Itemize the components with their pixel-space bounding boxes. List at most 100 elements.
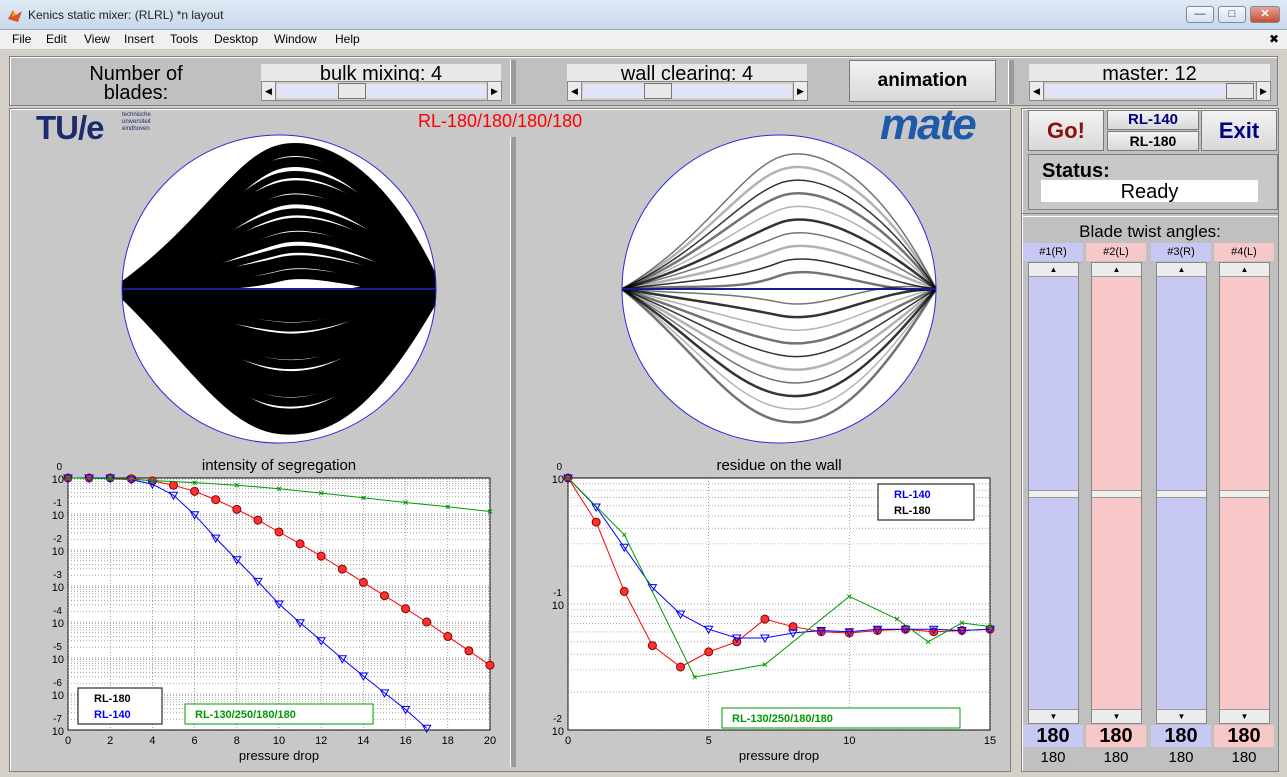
data-point xyxy=(379,689,390,698)
x-axis-label: pressure drop xyxy=(239,748,319,763)
slider-left-icon[interactable]: ◀ xyxy=(262,82,276,100)
slider-down-icon[interactable]: ▼ xyxy=(1092,709,1141,723)
slider-thumb[interactable] xyxy=(1220,490,1269,498)
blade-label: #3(R) xyxy=(1151,243,1211,261)
data-point xyxy=(358,672,369,682)
data-point xyxy=(894,616,900,622)
data-point xyxy=(591,517,601,527)
slider-left-icon[interactable]: ◀ xyxy=(568,82,582,100)
data-point xyxy=(190,486,200,496)
slider-right-icon[interactable]: ▶ xyxy=(487,82,501,100)
maximize-button[interactable]: □ xyxy=(1218,6,1246,23)
slider-right-icon[interactable]: ▶ xyxy=(1256,82,1270,100)
blade-twist-slider[interactable]: ▲ ▼ xyxy=(1219,262,1270,724)
slider-up-icon[interactable]: ▲ xyxy=(1220,263,1269,277)
slider-left-icon[interactable]: ◀ xyxy=(1030,82,1044,100)
data-point xyxy=(150,478,155,483)
blade-twist-slider[interactable]: ▲ ▼ xyxy=(1156,262,1207,724)
animation-button[interactable]: animation xyxy=(849,60,996,102)
blade-angle-value: 180 xyxy=(1151,725,1211,747)
window-title: Kenics static mixer: (RLRL) *n layout xyxy=(28,8,224,22)
menu-file[interactable]: File xyxy=(12,32,32,46)
wall-clearing-slider[interactable]: ◀ ▶ xyxy=(567,81,808,101)
menu-edit[interactable]: Edit xyxy=(46,32,67,46)
slider-up-icon[interactable]: ▲ xyxy=(1157,263,1206,277)
rl140-button[interactable]: RL-140 xyxy=(1107,110,1199,130)
y-tick-exponent: -6 xyxy=(53,678,62,689)
tue-logo-text: TU/e xyxy=(36,109,105,146)
legend xyxy=(77,687,163,725)
blade-twist-slider[interactable]: ▲ ▼ xyxy=(1091,262,1142,724)
data-point xyxy=(443,631,453,641)
data-point xyxy=(295,539,305,549)
slider-thumb[interactable] xyxy=(338,83,366,99)
menu-tools[interactable]: Tools xyxy=(170,32,199,46)
data-point xyxy=(274,527,284,537)
data-point xyxy=(231,556,242,565)
menu-desktop[interactable]: Desktop xyxy=(214,32,259,46)
slider-down-icon[interactable]: ▼ xyxy=(1220,709,1269,723)
slider-up-icon[interactable]: ▲ xyxy=(1092,263,1141,277)
legend-green xyxy=(184,703,374,725)
go-button[interactable]: Go! xyxy=(1028,110,1104,151)
y-tick-exponent: 0 xyxy=(556,462,562,473)
close-button[interactable]: ✕ xyxy=(1250,6,1280,23)
blade-label: #2(L) xyxy=(1086,243,1146,261)
series-line xyxy=(567,477,991,668)
slider-thumb[interactable] xyxy=(1092,490,1141,498)
blade-twist-label: Blade twist angles: xyxy=(1079,222,1221,241)
legend xyxy=(877,483,975,521)
slider-thumb[interactable] xyxy=(644,83,672,99)
tue-logo-subtext: technische universiteit eindhoven xyxy=(122,112,151,132)
data-point xyxy=(846,594,852,599)
data-point xyxy=(189,511,200,520)
menu-view[interactable]: View xyxy=(84,32,110,46)
data-point xyxy=(169,480,178,490)
data-point xyxy=(487,509,493,514)
y-tick-label: 10 xyxy=(52,690,64,702)
slider-down-icon[interactable]: ▼ xyxy=(1157,709,1206,723)
data-point xyxy=(210,534,221,544)
blade-angle-value: 180 xyxy=(1214,725,1274,747)
rl180-button[interactable]: RL-180 xyxy=(1107,131,1199,151)
series-line xyxy=(567,477,991,639)
data-point xyxy=(232,504,242,514)
legend-green xyxy=(721,707,961,729)
data-point xyxy=(987,624,993,630)
data-point xyxy=(928,625,939,635)
data-point xyxy=(731,634,742,644)
y-tick-exponent: -1 xyxy=(553,588,562,599)
slider-down-icon[interactable]: ▼ xyxy=(1029,709,1078,723)
master-label: master: 12 xyxy=(1029,64,1270,84)
menu-insert[interactable]: Insert xyxy=(124,32,155,46)
data-point xyxy=(400,705,411,715)
status-value: Ready xyxy=(1041,180,1258,203)
legend-entry: RL-180 xyxy=(894,505,931,517)
minimize-button[interactable]: — xyxy=(1186,6,1214,23)
slider-thumb[interactable] xyxy=(1029,490,1078,498)
data-point xyxy=(760,614,770,624)
blade-angle-sub: 180 xyxy=(1168,749,1194,766)
slider-thumb[interactable] xyxy=(1226,83,1254,99)
menu-help[interactable]: Help xyxy=(335,32,360,46)
data-point xyxy=(65,475,71,481)
x-tick-label: 12 xyxy=(315,735,327,747)
data-point xyxy=(816,626,827,636)
slider-right-icon[interactable]: ▶ xyxy=(793,82,807,100)
master-slider[interactable]: ◀ ▶ xyxy=(1029,81,1271,101)
data-point xyxy=(401,604,411,614)
x-tick-label: 18 xyxy=(442,735,454,747)
data-point xyxy=(337,564,347,574)
data-point xyxy=(316,551,326,561)
slider-thumb[interactable] xyxy=(1157,490,1206,498)
menu-window[interactable]: Window xyxy=(274,32,317,46)
menu-close-icon[interactable]: ✖ xyxy=(1268,32,1279,46)
data-point xyxy=(619,543,630,553)
data-point xyxy=(358,577,368,587)
data-point xyxy=(647,641,657,651)
slider-up-icon[interactable]: ▲ xyxy=(1029,263,1078,277)
blade-twist-slider[interactable]: ▲ ▼ xyxy=(1028,262,1079,724)
data-point xyxy=(211,495,221,505)
exit-button[interactable]: Exit xyxy=(1201,110,1277,151)
bulk-mixing-slider[interactable]: ◀ ▶ xyxy=(261,81,502,101)
